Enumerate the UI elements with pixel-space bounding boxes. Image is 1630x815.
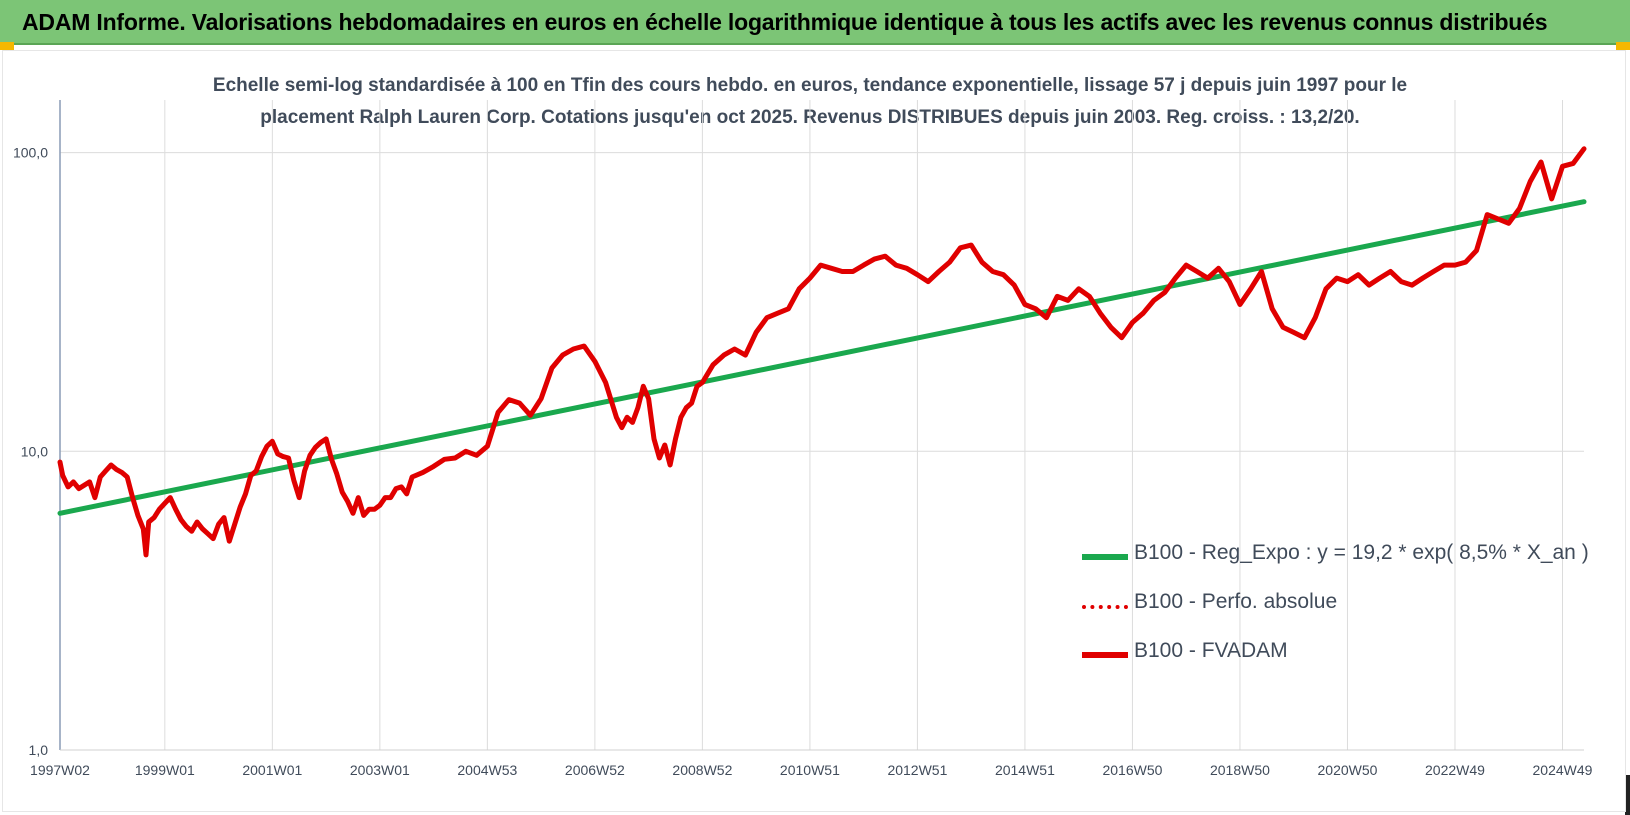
legend-label-fvadam: B100 - FVADAM	[1134, 639, 1288, 662]
x-tick-label: 2010W51	[780, 762, 840, 778]
x-tick-label: 2008W52	[672, 762, 732, 778]
legend-swatch-regression	[1082, 554, 1128, 560]
x-tick-label: 2001W01	[242, 762, 302, 778]
banner-title: ADAM Informe. Valorisations hebdomadaire…	[22, 9, 1548, 35]
grid-lines	[60, 100, 1584, 751]
series-lines	[57, 146, 1587, 558]
tick-labels: 1997W02 1999W01 2001W01 2003W01 2004W53 2006W…	[13, 145, 1593, 778]
x-tick-label: 1999W01	[135, 762, 195, 778]
legend-swatch-perfo	[1082, 605, 1128, 609]
legend-label-regression: B100 - Reg_Expo : y = 19,2 * exp( 8,5% *…	[1134, 541, 1589, 564]
x-tick-label: 2003W01	[350, 762, 410, 778]
legend-label-perfo: B100 - Perfo. absolue	[1134, 590, 1338, 613]
chart-title: Echelle semi-log standardisée à 100 en T…	[212, 75, 1408, 128]
y-tick-label: 100,0	[13, 145, 48, 161]
corner-marker-bottom-right	[1625, 775, 1630, 815]
x-tick-label: 2016W50	[1102, 762, 1162, 778]
chart-frame	[2, 50, 1626, 812]
x-tick-label: 2006W52	[565, 762, 625, 778]
y-tick-label: 1,0	[29, 742, 49, 758]
x-tick-label: 2012W51	[887, 762, 947, 778]
x-tick-label: 1997W02	[30, 762, 90, 778]
report-banner: ADAM Informe. Valorisations hebdomadaire…	[0, 0, 1630, 45]
x-tick-label: 2022W49	[1425, 762, 1485, 778]
x-tick-label: 2004W53	[457, 762, 517, 778]
y-tick-label: 10,0	[21, 443, 48, 459]
series-fvadam-line	[57, 146, 1587, 558]
corner-marker-right	[1616, 42, 1630, 50]
corner-marker-left	[0, 42, 14, 50]
legend-swatch-fvadam	[1082, 652, 1128, 658]
series-regression-line	[57, 199, 1587, 516]
x-tick-label: 2024W49	[1533, 762, 1593, 778]
x-tick-label: 2014W51	[995, 762, 1055, 778]
x-tick-label: 2018W50	[1210, 762, 1270, 778]
axes	[59, 100, 1584, 751]
x-tick-label: 2020W50	[1318, 762, 1378, 778]
